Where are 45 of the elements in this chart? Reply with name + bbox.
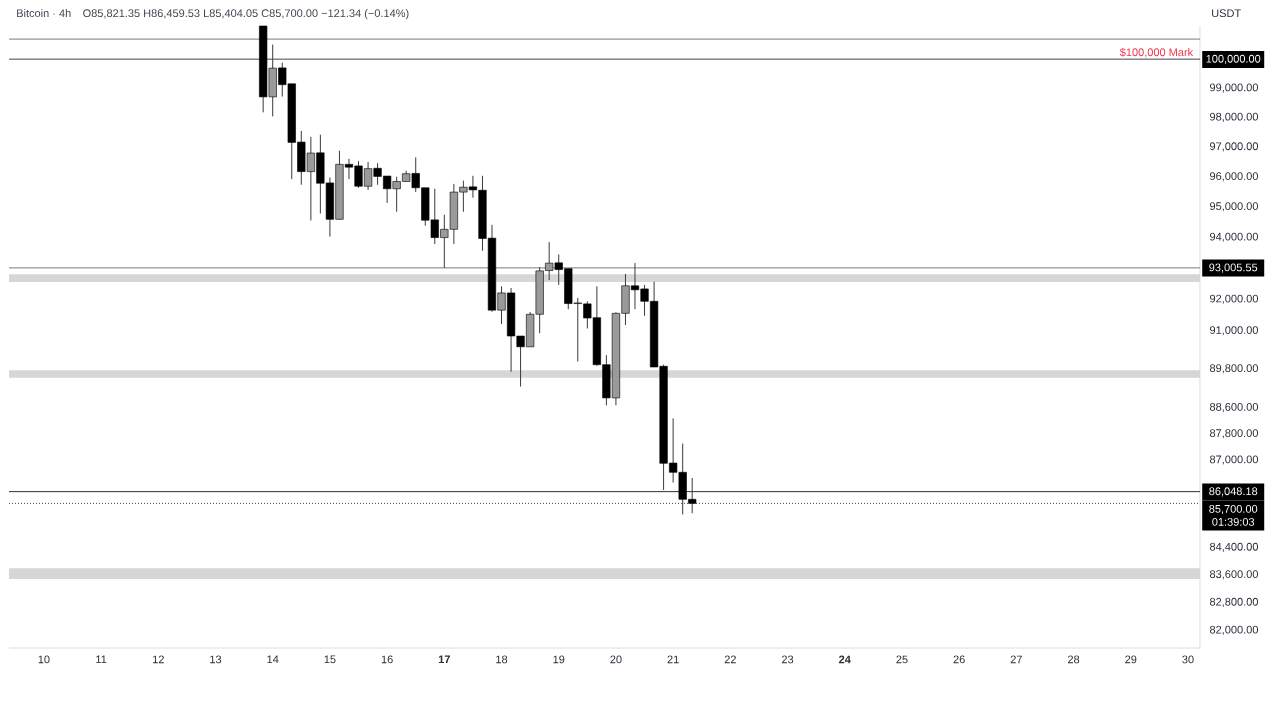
x-tick-label: 30 xyxy=(1182,655,1194,664)
y-tick-label: 83,600.00 xyxy=(1209,570,1258,580)
y-tick-label: 98,000.00 xyxy=(1210,112,1258,122)
y-tick-label: 92,000.00 xyxy=(1210,294,1258,304)
y-tick-label: 82,000.00 xyxy=(1209,625,1258,635)
y-tick-label: 88,600.00 xyxy=(1209,403,1258,413)
ref-line-label: 93,005.55 xyxy=(1209,263,1258,273)
y-tick-label: 96,000.00 xyxy=(1210,172,1258,182)
x-tick-label: 20 xyxy=(610,655,622,664)
x-tick-label: 26 xyxy=(953,655,965,664)
ref-line-label: 86,048.18 xyxy=(1209,487,1258,497)
y-tick-label: 95,000.00 xyxy=(1210,202,1258,212)
x-tick-label: 21 xyxy=(667,655,679,664)
x-tick-label: 19 xyxy=(553,655,565,664)
annotation: $100,000 Mark xyxy=(1119,47,1194,58)
y-tick-label: 89,800.00 xyxy=(1209,364,1258,374)
x-tick-label: 23 xyxy=(781,655,794,664)
x-tick-label: 10 xyxy=(38,655,50,664)
x-tick-label: 27 xyxy=(1010,655,1022,664)
y-tick-label: 82,800.00 xyxy=(1209,597,1258,607)
x-tick-label: 16 xyxy=(381,655,393,664)
x-tick-label: 18 xyxy=(496,655,508,664)
x-tick-label: 17 xyxy=(438,655,450,664)
x-tick-label: 24 xyxy=(839,655,851,664)
x-tick-label: 13 xyxy=(210,655,222,664)
ref-line-label: 100,000.00 xyxy=(1206,54,1261,64)
y-tick-label: 99,000.00 xyxy=(1210,83,1258,93)
x-tick-label: 25 xyxy=(896,655,908,664)
y-tick-label: 94,000.00 xyxy=(1210,232,1258,242)
y-tick-label: 84,400.00 xyxy=(1209,542,1258,552)
x-tick-label: 12 xyxy=(153,655,164,664)
y-tick-label: 87,800.00 xyxy=(1209,429,1258,439)
x-tick-label: 28 xyxy=(1067,655,1080,664)
ref-line-label: 85,700.00 01:39:03 xyxy=(1209,505,1258,526)
x-tick-label: 29 xyxy=(1125,655,1137,664)
y-axis-title: USDT xyxy=(1212,9,1241,18)
y-tick-label: 91,000.00 xyxy=(1210,326,1258,336)
x-tick-label: 11 xyxy=(96,655,107,664)
y-tick-label: 87,000.00 xyxy=(1209,455,1258,465)
chart-title: Bitcoin · 4h xyxy=(17,9,71,18)
x-tick-label: 22 xyxy=(724,655,736,664)
chart-subtitle: O85,821.35 H86,459.53 L85,404.05 C85,700.00 −121.34 (−0.14%) xyxy=(83,9,409,20)
y-tick-label: 97,000.00 xyxy=(1210,142,1258,152)
x-tick-label: 15 xyxy=(324,655,336,664)
x-tick-label: 14 xyxy=(267,655,279,664)
